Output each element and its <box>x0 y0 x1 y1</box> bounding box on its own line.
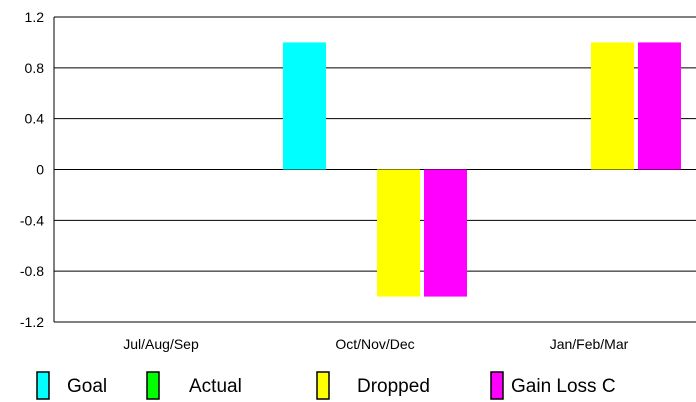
legend-label: Gain Loss C <box>511 376 616 397</box>
bar-dropped-1 <box>377 169 420 297</box>
legend-swatch <box>316 371 330 400</box>
y-tick-label: -1.2 <box>20 314 44 330</box>
y-axis-tick-labels: 1.2 0.8 0.4 0 -0.4 -0.8 -1.2 <box>20 9 44 330</box>
legend-swatch <box>36 371 50 400</box>
y-tick-label: -0.4 <box>20 212 44 228</box>
legend-label: Actual <box>189 376 242 397</box>
bar-goal-1 <box>283 42 326 170</box>
x-category-label: Jan/Feb/Mar <box>550 336 629 352</box>
y-tick-label: 1.2 <box>25 9 45 25</box>
legend-label: Goal <box>67 376 107 397</box>
x-axis-category-labels: Jul/Aug/Sep Oct/Nov/Dec Jan/Feb/Mar <box>123 336 628 352</box>
legend: Goal Actual Dropped Gain Loss C <box>36 371 616 400</box>
y-tick-label: 0.4 <box>25 111 45 127</box>
legend-swatch <box>146 371 160 400</box>
legend-swatch <box>490 371 504 400</box>
x-category-label: Jul/Aug/Sep <box>123 336 199 352</box>
bar-gain-loss-c-1 <box>424 169 467 297</box>
x-category-label: Oct/Nov/Dec <box>335 336 414 352</box>
gridlines <box>54 16 696 323</box>
legend-label: Dropped <box>357 376 430 397</box>
bars <box>283 42 681 297</box>
y-tick-label: 0.8 <box>25 60 45 76</box>
bar-dropped-2 <box>591 42 634 170</box>
y-tick-label: -0.8 <box>20 263 44 279</box>
bar-gain-loss-c-2 <box>638 42 681 170</box>
y-tick-label: 0 <box>36 162 44 178</box>
